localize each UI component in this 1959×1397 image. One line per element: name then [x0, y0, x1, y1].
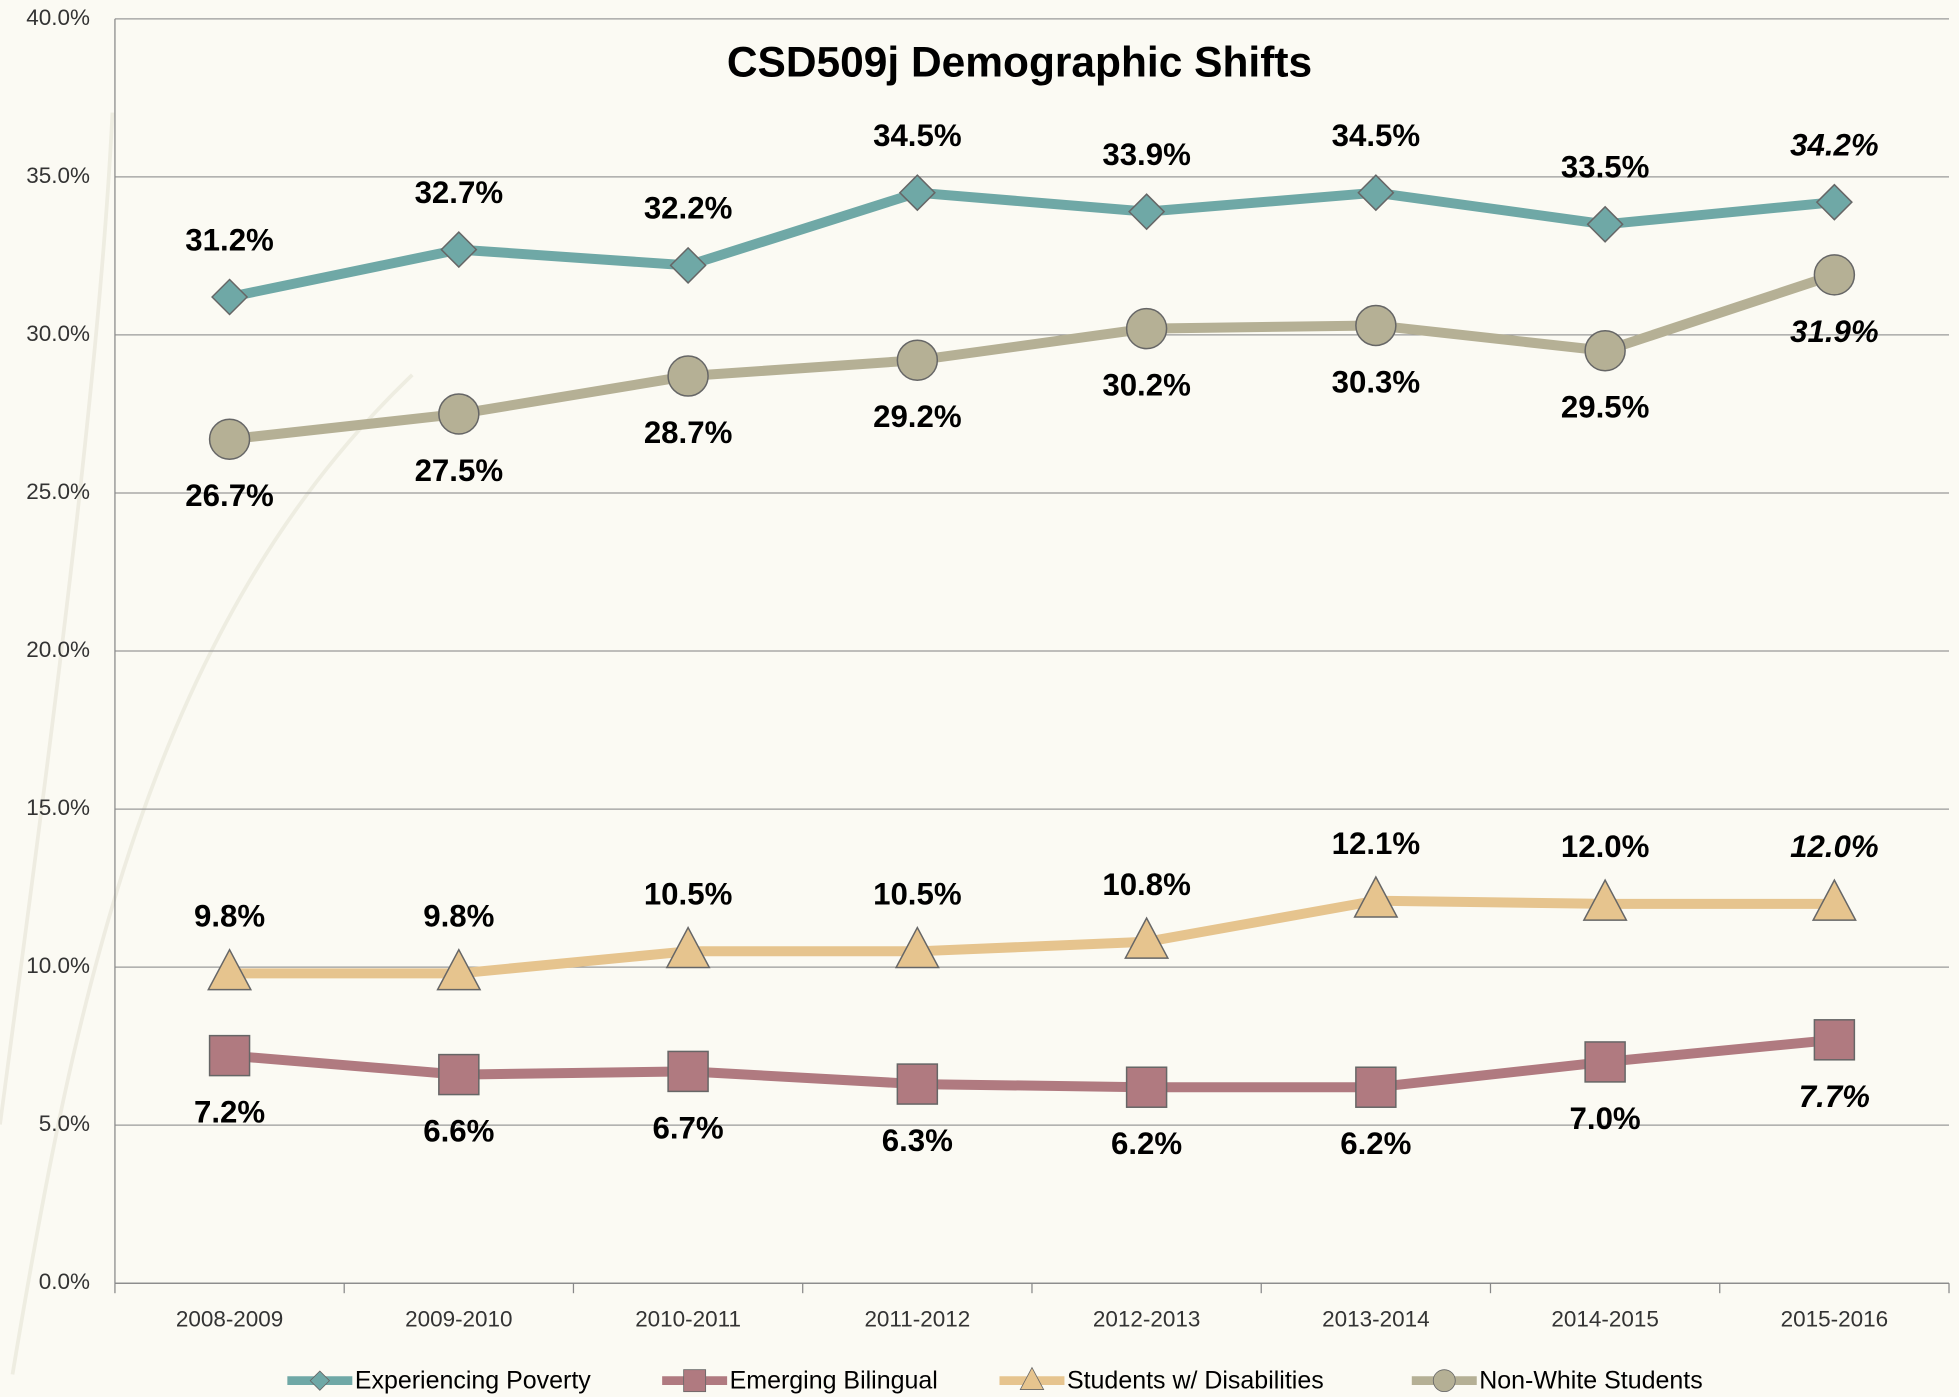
- data-label: 29.5%: [1561, 390, 1650, 425]
- marker: [668, 356, 708, 396]
- data-label: 34.5%: [1332, 118, 1421, 153]
- x-tick-label: 2009-2010: [405, 1307, 512, 1332]
- data-label: 12.0%: [1561, 829, 1650, 864]
- data-label: 32.7%: [415, 175, 504, 210]
- data-label: 7.0%: [1570, 1101, 1641, 1136]
- legend-label: Students w/ Disabilities: [1067, 1366, 1324, 1394]
- marker: [1585, 331, 1625, 371]
- marker: [1433, 1370, 1455, 1392]
- marker: [439, 1055, 479, 1095]
- data-label: 34.5%: [873, 118, 962, 153]
- marker: [1127, 1067, 1167, 1107]
- x-tick-label: 2014-2015: [1551, 1307, 1658, 1332]
- data-label: 10.5%: [873, 877, 962, 912]
- y-tick-label: 0.0%: [39, 1269, 90, 1294]
- marker: [439, 394, 479, 434]
- marker: [684, 1370, 706, 1392]
- legend-label: Experiencing Poverty: [355, 1366, 591, 1394]
- x-tick-label: 2012-2013: [1093, 1307, 1200, 1332]
- y-tick-label: 30.0%: [26, 321, 90, 346]
- marker: [668, 1051, 708, 1091]
- data-label: 33.5%: [1561, 150, 1650, 185]
- legend-label: Emerging Bilingual: [730, 1366, 938, 1394]
- legend-label: Non-White Students: [1479, 1366, 1702, 1394]
- data-label: 12.0%: [1790, 829, 1879, 864]
- y-tick-label: 25.0%: [26, 479, 90, 504]
- marker: [1814, 1020, 1854, 1060]
- data-label: 33.9%: [1102, 137, 1191, 172]
- data-label: 31.9%: [1790, 314, 1879, 349]
- data-label: 34.2%: [1790, 127, 1879, 162]
- y-tick-label: 10.0%: [26, 953, 90, 978]
- marker: [1585, 1042, 1625, 1082]
- x-tick-label: 2011-2012: [864, 1307, 970, 1332]
- data-label: 31.2%: [185, 222, 274, 257]
- chart-title: CSD509j Demographic Shifts: [727, 38, 1312, 85]
- y-tick-label: 40.0%: [26, 5, 90, 30]
- data-label: 26.7%: [185, 478, 274, 513]
- data-label: 29.2%: [873, 399, 962, 434]
- data-label: 10.5%: [644, 877, 733, 912]
- data-label: 9.8%: [194, 899, 265, 934]
- x-tick-label: 2008-2009: [176, 1307, 283, 1332]
- marker: [1814, 255, 1854, 295]
- page: CSD509j Demographic Shifts 0.0% 5.0% 10.0%…: [0, 0, 1959, 1397]
- data-label: 6.2%: [1340, 1126, 1411, 1161]
- data-label: 30.2%: [1102, 368, 1191, 403]
- marker: [1127, 309, 1167, 349]
- data-label: 7.2%: [194, 1095, 265, 1130]
- data-label: 30.3%: [1332, 364, 1421, 399]
- data-label: 9.8%: [423, 899, 494, 934]
- data-label: 6.3%: [882, 1123, 953, 1158]
- data-label: 12.1%: [1332, 826, 1421, 861]
- data-label: 6.2%: [1111, 1126, 1182, 1161]
- y-tick-label: 5.0%: [39, 1111, 90, 1136]
- y-tick-label: 15.0%: [26, 795, 90, 820]
- data-label: 6.6%: [423, 1114, 494, 1149]
- data-label: 32.2%: [644, 191, 733, 226]
- x-tick-label: 2013-2014: [1322, 1307, 1429, 1332]
- marker: [1356, 305, 1396, 345]
- data-label: 27.5%: [415, 453, 504, 488]
- marker: [1356, 1067, 1396, 1107]
- y-tick-label: 35.0%: [26, 163, 90, 188]
- data-label: 28.7%: [644, 415, 733, 450]
- data-label: 10.8%: [1102, 867, 1191, 902]
- data-label: 6.7%: [653, 1110, 724, 1145]
- data-label: 7.7%: [1799, 1079, 1870, 1114]
- x-tick-label: 2010-2011: [635, 1307, 741, 1332]
- marker: [210, 1036, 250, 1076]
- marker: [897, 1064, 937, 1104]
- legend-item: Emerging Bilingual: [662, 1366, 938, 1394]
- chart: CSD509j Demographic Shifts 0.0% 5.0% 10.0%…: [0, 0, 1959, 1397]
- marker: [897, 340, 937, 380]
- marker: [210, 419, 250, 459]
- y-tick-label: 20.0%: [26, 637, 90, 662]
- x-tick-label: 2015-2016: [1781, 1307, 1888, 1332]
- background: [0, 0, 1959, 1397]
